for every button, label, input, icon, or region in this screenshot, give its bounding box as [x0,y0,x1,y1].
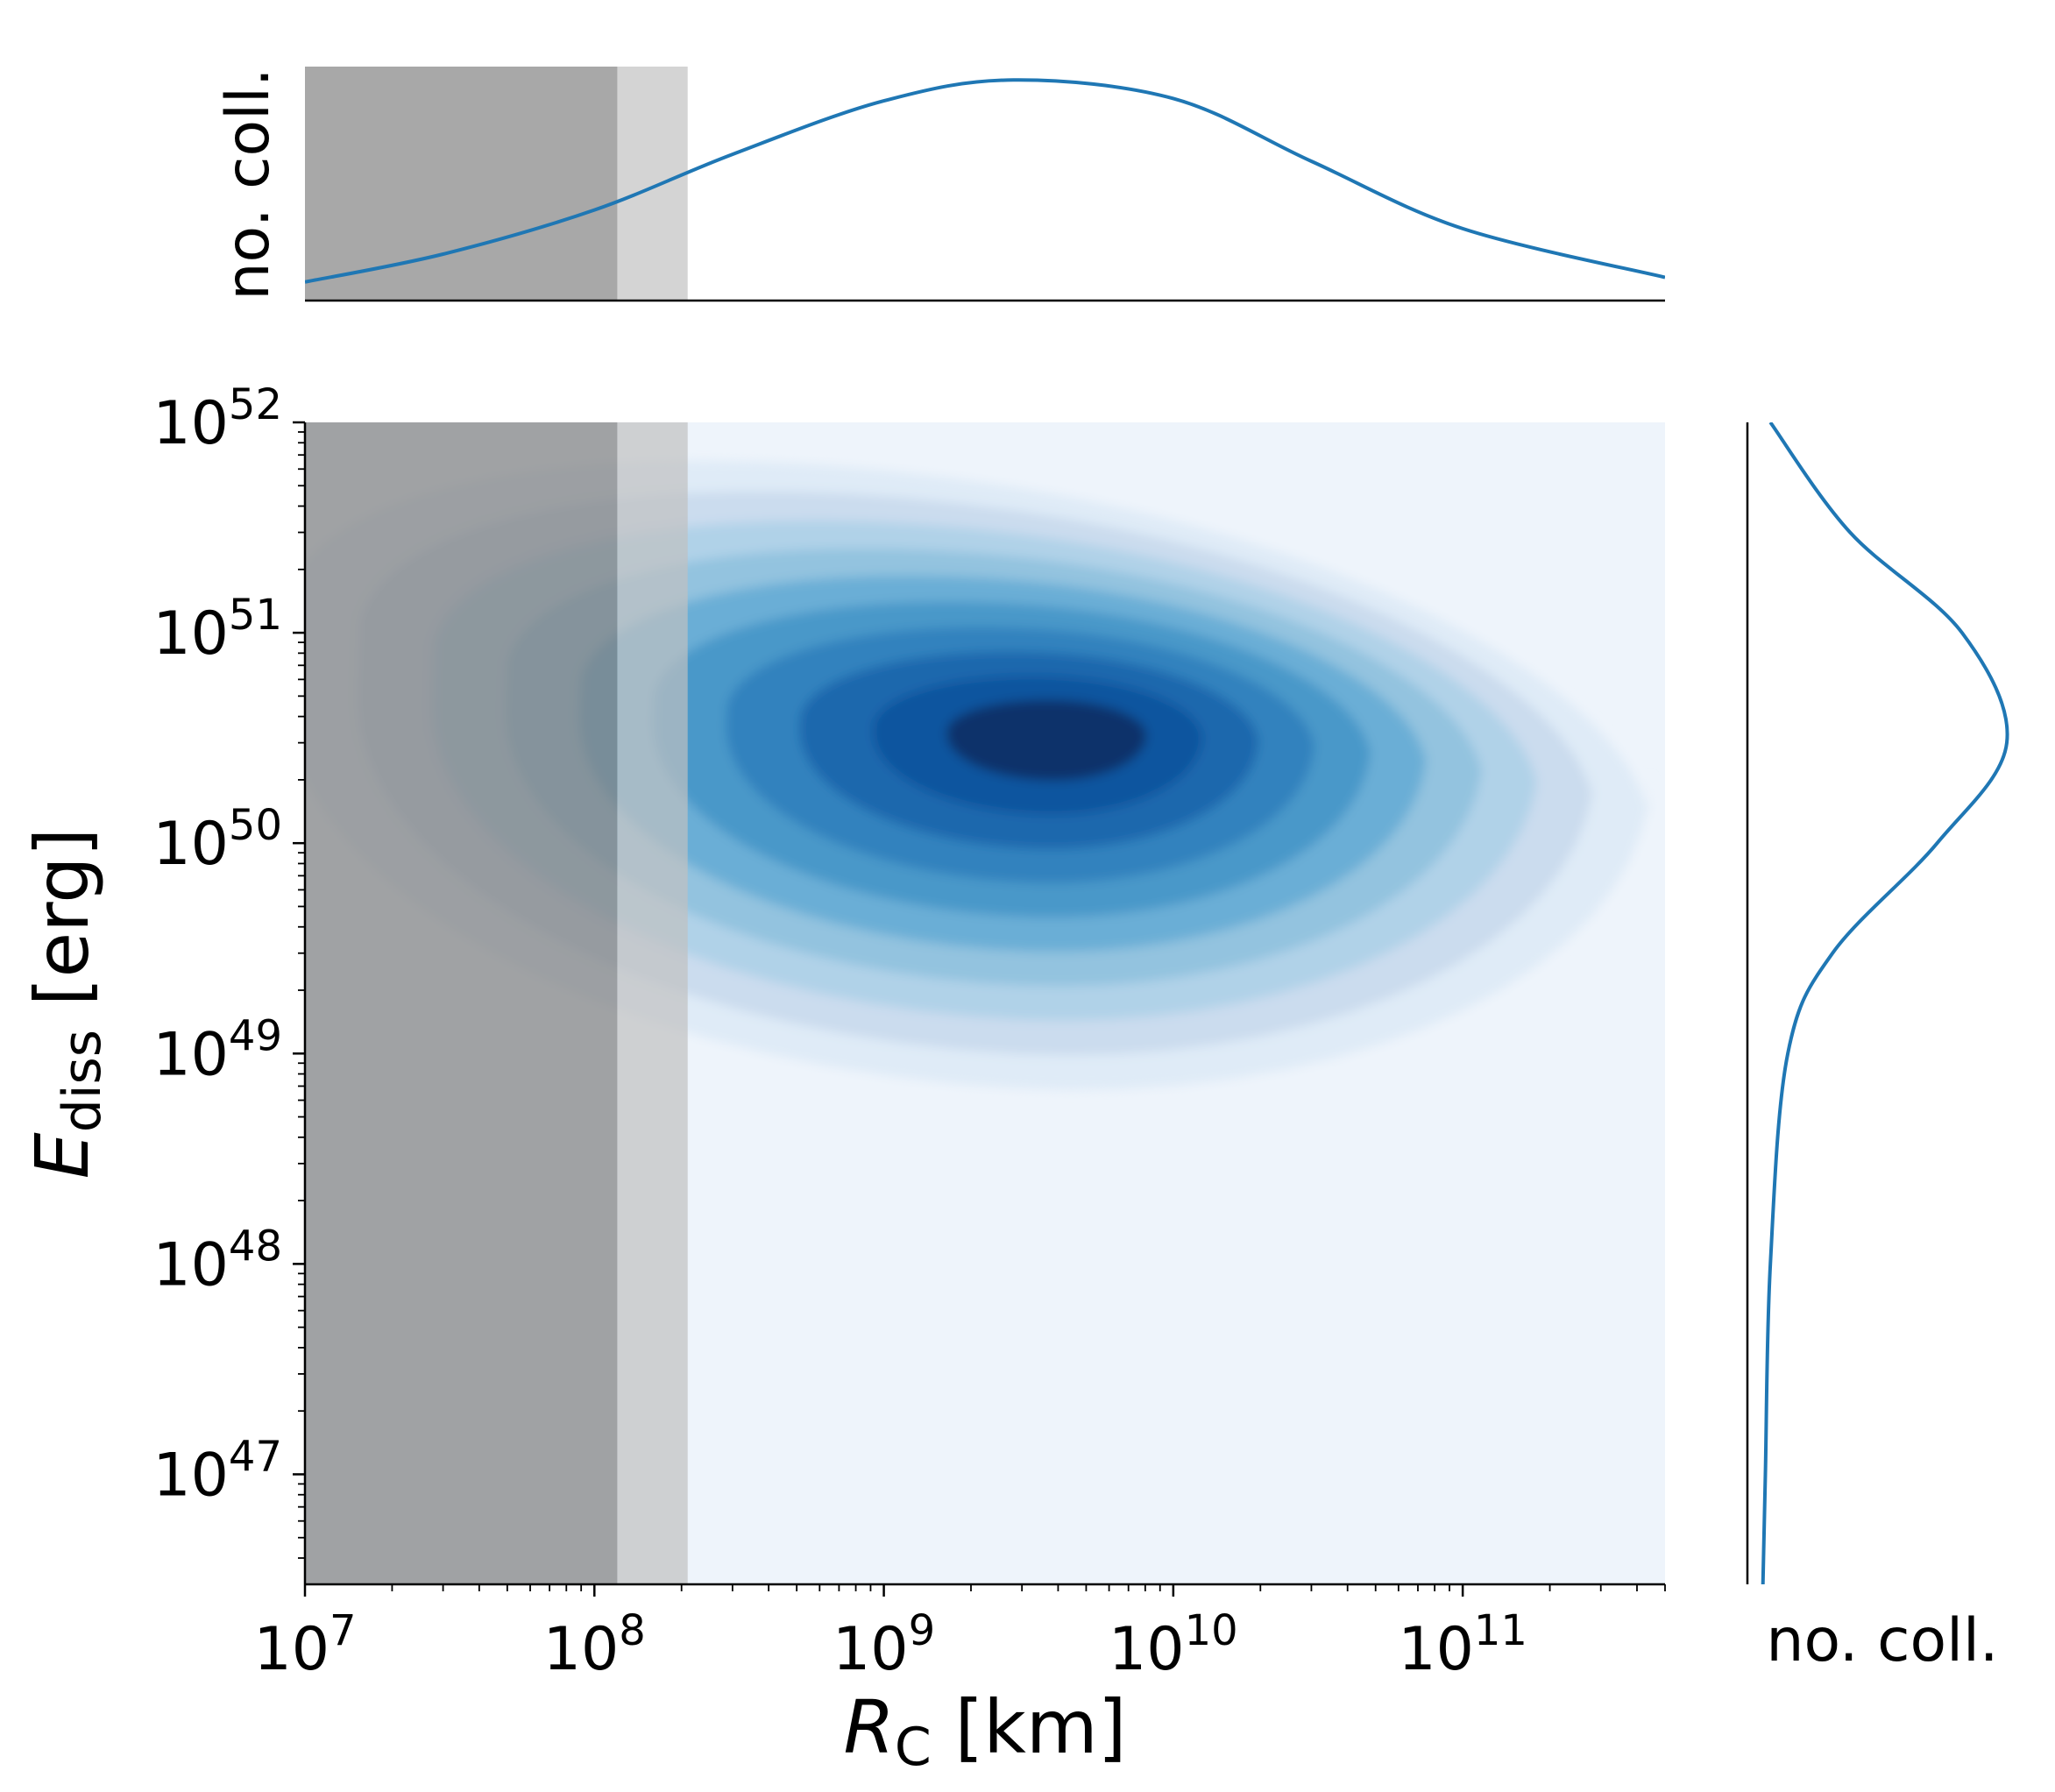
y-tick-label: 1048 [152,1222,282,1300]
y-tick-label: 1049 [152,1011,282,1089]
y-ticks: 1047 1048 1049 1050 1051 1052 [152,380,305,1559]
top-marginal-density-line [305,78,1665,284]
y-tick-label: 1047 [152,1432,282,1510]
x-axis-label-symbol: R [844,1684,895,1770]
x-tick-label: 1011 [1398,1606,1527,1684]
x-tick-label: 107 [253,1606,356,1684]
right-marginal-panel: no. coll. [1746,422,2009,1675]
x-tick-label: 109 [833,1606,935,1684]
main-plot-panel: 107 108 109 1010 1011 1047104810491050105110… [19,380,1666,1778]
right-marginal-density-line [1761,422,2009,1584]
x-axis-label: RC [km] [844,1684,1127,1778]
x-tick-label: 1010 [1109,1606,1238,1684]
top-shade-light [617,67,688,301]
contour-level-10 [946,699,1147,781]
y-axis-label-symbol: E [19,1132,105,1179]
y-axis-label-unit: [erg] [19,828,105,1007]
x-axis-label-unit: [km] [954,1684,1126,1770]
main-shade-dark [305,422,618,1584]
x-ticks: 107 108 109 1010 1011 [253,1584,1666,1684]
y-tick-label: 1050 [152,801,282,879]
y-axis-label: Ediss [erg] [19,828,113,1179]
top-marginal-ylabel: no. coll. [214,67,283,300]
right-marginal-xlabel: no. coll. [1766,1606,1998,1675]
top-shade-dark [305,67,618,301]
y-tick-label: 1052 [152,380,282,458]
top-marginal-panel: no. coll. [214,67,1665,302]
main-shade-light [617,422,688,1584]
y-axis-label-subscript: diss [52,1030,113,1132]
y-tick-label: 1051 [152,591,282,669]
x-axis-label-subscript: C [895,1717,932,1778]
x-tick-label: 108 [543,1606,646,1684]
